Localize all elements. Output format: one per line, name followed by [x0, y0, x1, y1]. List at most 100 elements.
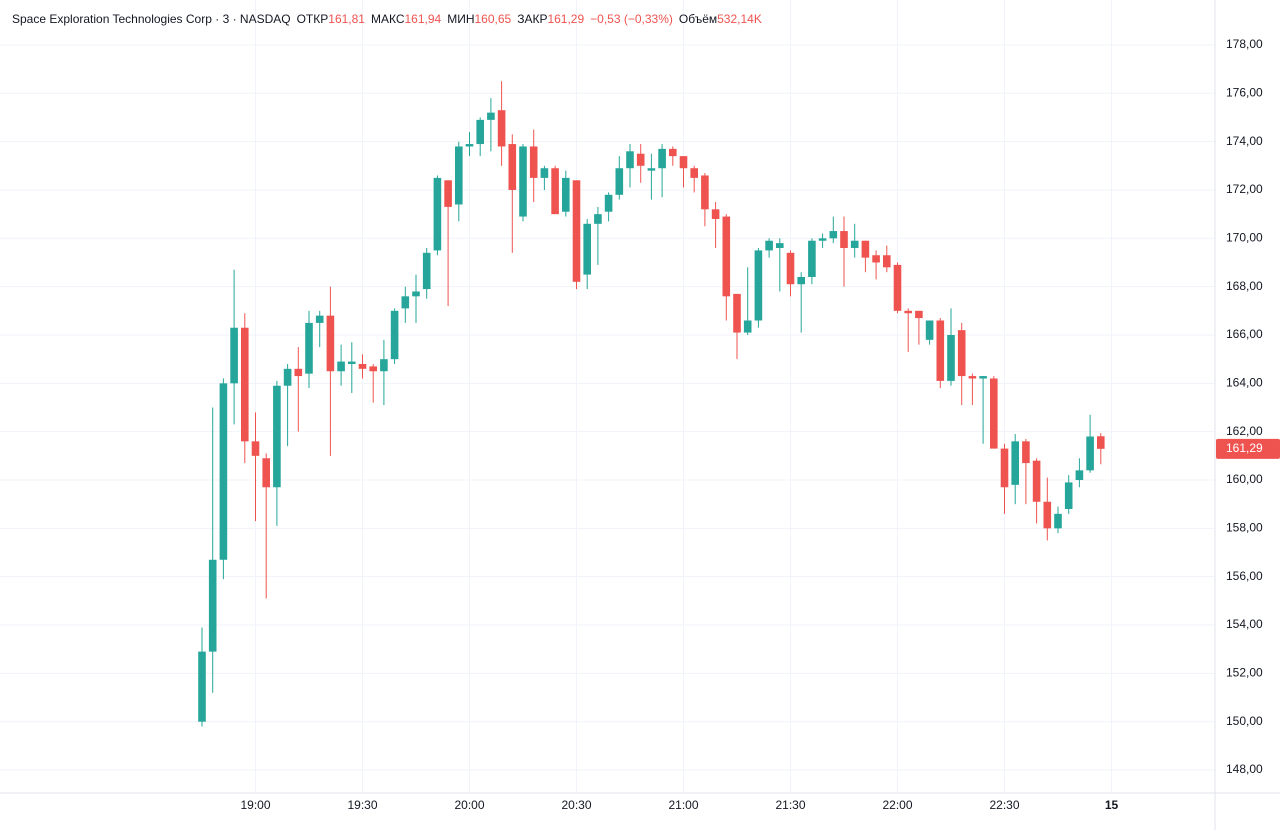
- candle-body: [808, 240, 816, 277]
- candle-body: [647, 168, 656, 171]
- candle-body: [251, 441, 260, 456]
- candle-body: [455, 146, 463, 205]
- x-tick-label: 21:00: [668, 798, 698, 812]
- candle-body: [658, 148, 666, 169]
- candle-body: [594, 214, 602, 224]
- candle-body: [1022, 441, 1030, 464]
- candle-body: [915, 310, 923, 319]
- candle-body: [1032, 460, 1041, 502]
- y-tick-label: 170,00: [1226, 230, 1263, 244]
- y-tick-label: 150,00: [1226, 714, 1263, 728]
- candle-body: [829, 231, 838, 239]
- candle-body: [1000, 448, 1009, 488]
- symbol-title: Space Exploration Technologies Corp · 3 …: [12, 12, 291, 26]
- candle-body: [957, 330, 966, 377]
- candle-body: [283, 368, 292, 386]
- candle-body: [701, 175, 709, 210]
- field-label: МИН: [447, 12, 475, 26]
- candle-body: [315, 315, 324, 323]
- candle-body: [1075, 470, 1084, 481]
- field-label: ЗАКР: [517, 12, 548, 26]
- candle-body: [990, 378, 998, 449]
- candle-body: [883, 255, 891, 268]
- field-label: МАКС: [370, 12, 405, 26]
- x-tick-label: 19:00: [240, 798, 270, 812]
- field-value: 160,65: [474, 12, 512, 26]
- change-value: −0,53 (−0,33%): [590, 12, 673, 26]
- candle-body: [444, 180, 452, 207]
- x-tick-label: 21:30: [775, 798, 805, 812]
- candle-body: [861, 240, 870, 258]
- candle-body: [519, 146, 527, 217]
- candle-body: [326, 315, 335, 372]
- x-tick-label: 22:30: [989, 798, 1019, 812]
- candle-body: [936, 320, 945, 381]
- y-tick-label: 158,00: [1226, 521, 1263, 535]
- candle-body: [358, 363, 367, 369]
- volume-value: 532,14K: [717, 12, 762, 26]
- candle-body: [893, 264, 902, 311]
- candle-body: [572, 180, 581, 282]
- y-tick-label: 178,00: [1226, 37, 1263, 51]
- y-tick-label: 172,00: [1226, 182, 1263, 196]
- candle-body: [262, 458, 270, 488]
- candle-body: [273, 385, 281, 488]
- field-value: 161,94: [404, 12, 442, 26]
- candle-body: [230, 327, 238, 384]
- candle-body: [850, 240, 859, 248]
- candle-body: [818, 238, 827, 241]
- candle-body: [583, 223, 591, 275]
- y-tick-label: 176,00: [1226, 85, 1263, 99]
- field-label: ОТКР: [296, 12, 329, 26]
- candle-body: [529, 146, 538, 178]
- field-value: 161,29: [547, 12, 585, 26]
- candle-body: [198, 651, 206, 722]
- candle-body: [551, 168, 559, 215]
- candle-body: [476, 119, 484, 145]
- candle-body: [968, 376, 977, 379]
- candle-body: [497, 110, 506, 147]
- candle-body: [947, 334, 955, 381]
- candle-body: [433, 177, 442, 251]
- candle-body: [904, 310, 912, 314]
- candle-body: [348, 361, 356, 364]
- y-tick-label: 152,00: [1226, 666, 1263, 680]
- candle-body: [626, 151, 634, 169]
- y-tick-label: 162,00: [1226, 424, 1263, 438]
- candle-body: [604, 194, 613, 212]
- y-tick-label: 168,00: [1226, 279, 1263, 293]
- y-tick-label: 174,00: [1226, 134, 1263, 148]
- x-tick-label: 20:00: [454, 798, 484, 812]
- candle-body: [679, 156, 688, 169]
- field-value: 161,81: [328, 12, 365, 26]
- candle-body: [508, 144, 517, 190]
- candle-body: [465, 144, 474, 147]
- candle-body: [380, 359, 388, 372]
- candle-body: [422, 252, 431, 290]
- candle-body: [337, 361, 345, 372]
- candle-body: [754, 250, 763, 321]
- candle-body: [294, 368, 303, 377]
- x-tick-label: 22:00: [882, 798, 912, 812]
- candle-body: [401, 296, 410, 309]
- candle-body: [1043, 501, 1052, 529]
- candle-body: [636, 153, 645, 166]
- candle-body: [979, 376, 987, 379]
- candle-body: [872, 255, 880, 263]
- candle-body: [733, 293, 741, 333]
- candle-body: [369, 366, 377, 372]
- candle-body: [562, 177, 570, 212]
- candle-body: [1086, 436, 1094, 471]
- y-tick-label: 166,00: [1226, 327, 1263, 341]
- y-tick-label: 164,00: [1226, 375, 1263, 389]
- price-tag: [1216, 438, 1280, 459]
- y-tick-label: 160,00: [1226, 472, 1263, 486]
- candle-body: [1097, 436, 1105, 449]
- candle-body: [390, 310, 399, 360]
- candle-body: [690, 168, 698, 178]
- candle-body: [925, 320, 934, 340]
- candle-body: [305, 322, 313, 374]
- candle-body: [840, 231, 848, 248]
